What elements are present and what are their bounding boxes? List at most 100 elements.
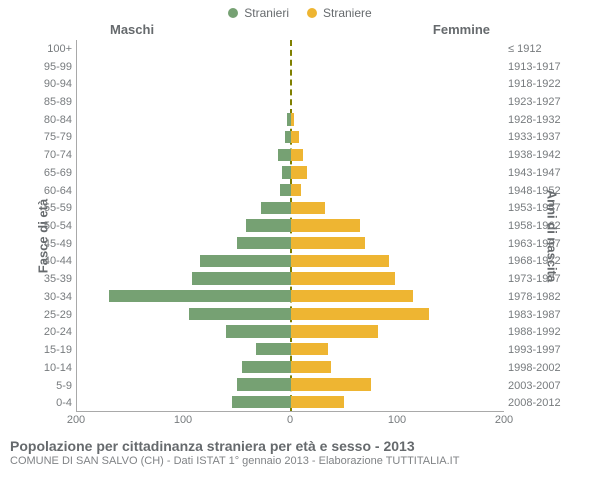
pyramid-row — [77, 111, 504, 129]
age-group-label: 50-54 — [44, 217, 72, 235]
pyramid-row — [77, 252, 504, 270]
legend-label-female: Straniere — [323, 6, 372, 20]
age-group-label: 15-19 — [44, 341, 72, 359]
bar-female — [291, 237, 366, 249]
col-header-male: Maschi — [110, 22, 154, 40]
pyramid-row — [77, 340, 504, 358]
age-group-label: 80-84 — [44, 111, 72, 129]
birth-cohort-label: 1993-1997 — [508, 341, 561, 359]
birth-cohort-label: 1943-1947 — [508, 164, 561, 182]
age-group-label: 95-99 — [44, 58, 72, 76]
bar-male — [261, 202, 291, 214]
bar-female — [291, 131, 300, 143]
bar-male — [280, 184, 291, 196]
pyramid-row — [77, 287, 504, 305]
x-tick-label: 200 — [495, 414, 513, 426]
birth-cohort-label: ≤ 1912 — [508, 40, 542, 58]
chart-title: Popolazione per cittadinanza straniera p… — [10, 438, 590, 454]
pyramid-row — [77, 58, 504, 76]
birth-cohort-label: 1998-2002 — [508, 359, 561, 377]
legend-swatch-male — [228, 8, 238, 18]
age-group-label: 55-59 — [44, 199, 72, 217]
bar-male — [242, 361, 290, 373]
x-tick-label: 100 — [388, 414, 406, 426]
pyramid-row — [77, 234, 504, 252]
birth-cohort-label: 1988-1992 — [508, 324, 561, 342]
pyramid-chart-container: Stranieri Straniere Maschi Femmine Fasce… — [0, 0, 600, 500]
age-group-label: 75-79 — [44, 129, 72, 147]
age-group-label: 20-24 — [44, 324, 72, 342]
pyramid-row — [77, 358, 504, 376]
bar-male — [192, 272, 290, 284]
bar-male — [237, 237, 290, 249]
bar-female — [291, 113, 294, 125]
age-group-label: 25-29 — [44, 306, 72, 324]
age-group-label: 85-89 — [44, 93, 72, 111]
plot-area — [76, 40, 504, 412]
age-group-label: 35-39 — [44, 270, 72, 288]
bar-male — [226, 325, 290, 337]
pyramid-row — [77, 199, 504, 217]
legend-item-female: Straniere — [307, 6, 372, 20]
pyramid-row — [77, 128, 504, 146]
birth-cohort-label: 1948-1952 — [508, 182, 561, 200]
pyramid-row — [77, 146, 504, 164]
age-group-label: 60-64 — [44, 182, 72, 200]
age-group-label: 10-14 — [44, 359, 72, 377]
bar-male — [109, 290, 290, 302]
birth-cohort-label: 1983-1987 — [508, 306, 561, 324]
bar-female — [291, 290, 414, 302]
bar-male — [278, 149, 291, 161]
birth-cohort-label: 1933-1937 — [508, 129, 561, 147]
pyramid-row — [77, 270, 504, 288]
x-tick-label: 0 — [287, 414, 293, 426]
bar-male — [232, 396, 291, 408]
column-headers: Maschi Femmine — [0, 22, 600, 40]
bar-female — [291, 219, 360, 231]
legend-label-male: Stranieri — [244, 6, 289, 20]
bar-female — [291, 308, 430, 320]
birth-cohort-label: 1928-1932 — [508, 111, 561, 129]
legend-item-male: Stranieri — [228, 6, 289, 20]
birth-cohort-label: 1958-1962 — [508, 217, 561, 235]
age-group-label: 40-44 — [44, 253, 72, 271]
birth-cohort-label: 1973-1977 — [508, 270, 561, 288]
age-group-label: 5-9 — [56, 377, 72, 395]
bar-male — [246, 219, 291, 231]
age-group-label: 30-34 — [44, 288, 72, 306]
age-group-label: 0-4 — [56, 394, 72, 412]
chart-area: Fasce di età Anni di nascita 100+95-9990… — [8, 40, 592, 432]
bar-female — [291, 361, 332, 373]
col-header-female: Femmine — [433, 22, 490, 40]
age-group-label: 65-69 — [44, 164, 72, 182]
bar-female — [291, 166, 307, 178]
age-group-labels: 100+95-9990-9485-8980-8475-7970-7465-696… — [32, 40, 72, 432]
pyramid-row — [77, 164, 504, 182]
bar-male — [200, 255, 291, 267]
bars-layer — [77, 40, 504, 411]
birth-cohort-label: 1938-1942 — [508, 146, 561, 164]
pyramid-row — [77, 181, 504, 199]
pyramid-row — [77, 323, 504, 341]
birth-cohort-label: 1978-1982 — [508, 288, 561, 306]
bar-male — [282, 166, 291, 178]
bar-female — [291, 149, 304, 161]
bar-female — [291, 255, 389, 267]
pyramid-row — [77, 305, 504, 323]
pyramid-row — [77, 93, 504, 111]
bar-male — [189, 308, 290, 320]
pyramid-row — [77, 75, 504, 93]
birth-cohort-label: 2008-2012 — [508, 394, 561, 412]
birth-cohort-labels: ≤ 19121913-19171918-19221923-19271928-19… — [508, 40, 568, 432]
x-axis-ticks: 2001000100200 — [76, 414, 504, 430]
birth-cohort-label: 1923-1927 — [508, 93, 561, 111]
bar-male — [256, 343, 290, 355]
birth-cohort-label: 1918-1922 — [508, 75, 561, 93]
age-group-label: 100+ — [47, 40, 72, 58]
bar-female — [291, 325, 379, 337]
birth-cohort-label: 1953-1957 — [508, 199, 561, 217]
bar-male — [237, 378, 290, 390]
bar-female — [291, 343, 328, 355]
age-group-label: 45-49 — [44, 235, 72, 253]
bar-female — [291, 184, 302, 196]
